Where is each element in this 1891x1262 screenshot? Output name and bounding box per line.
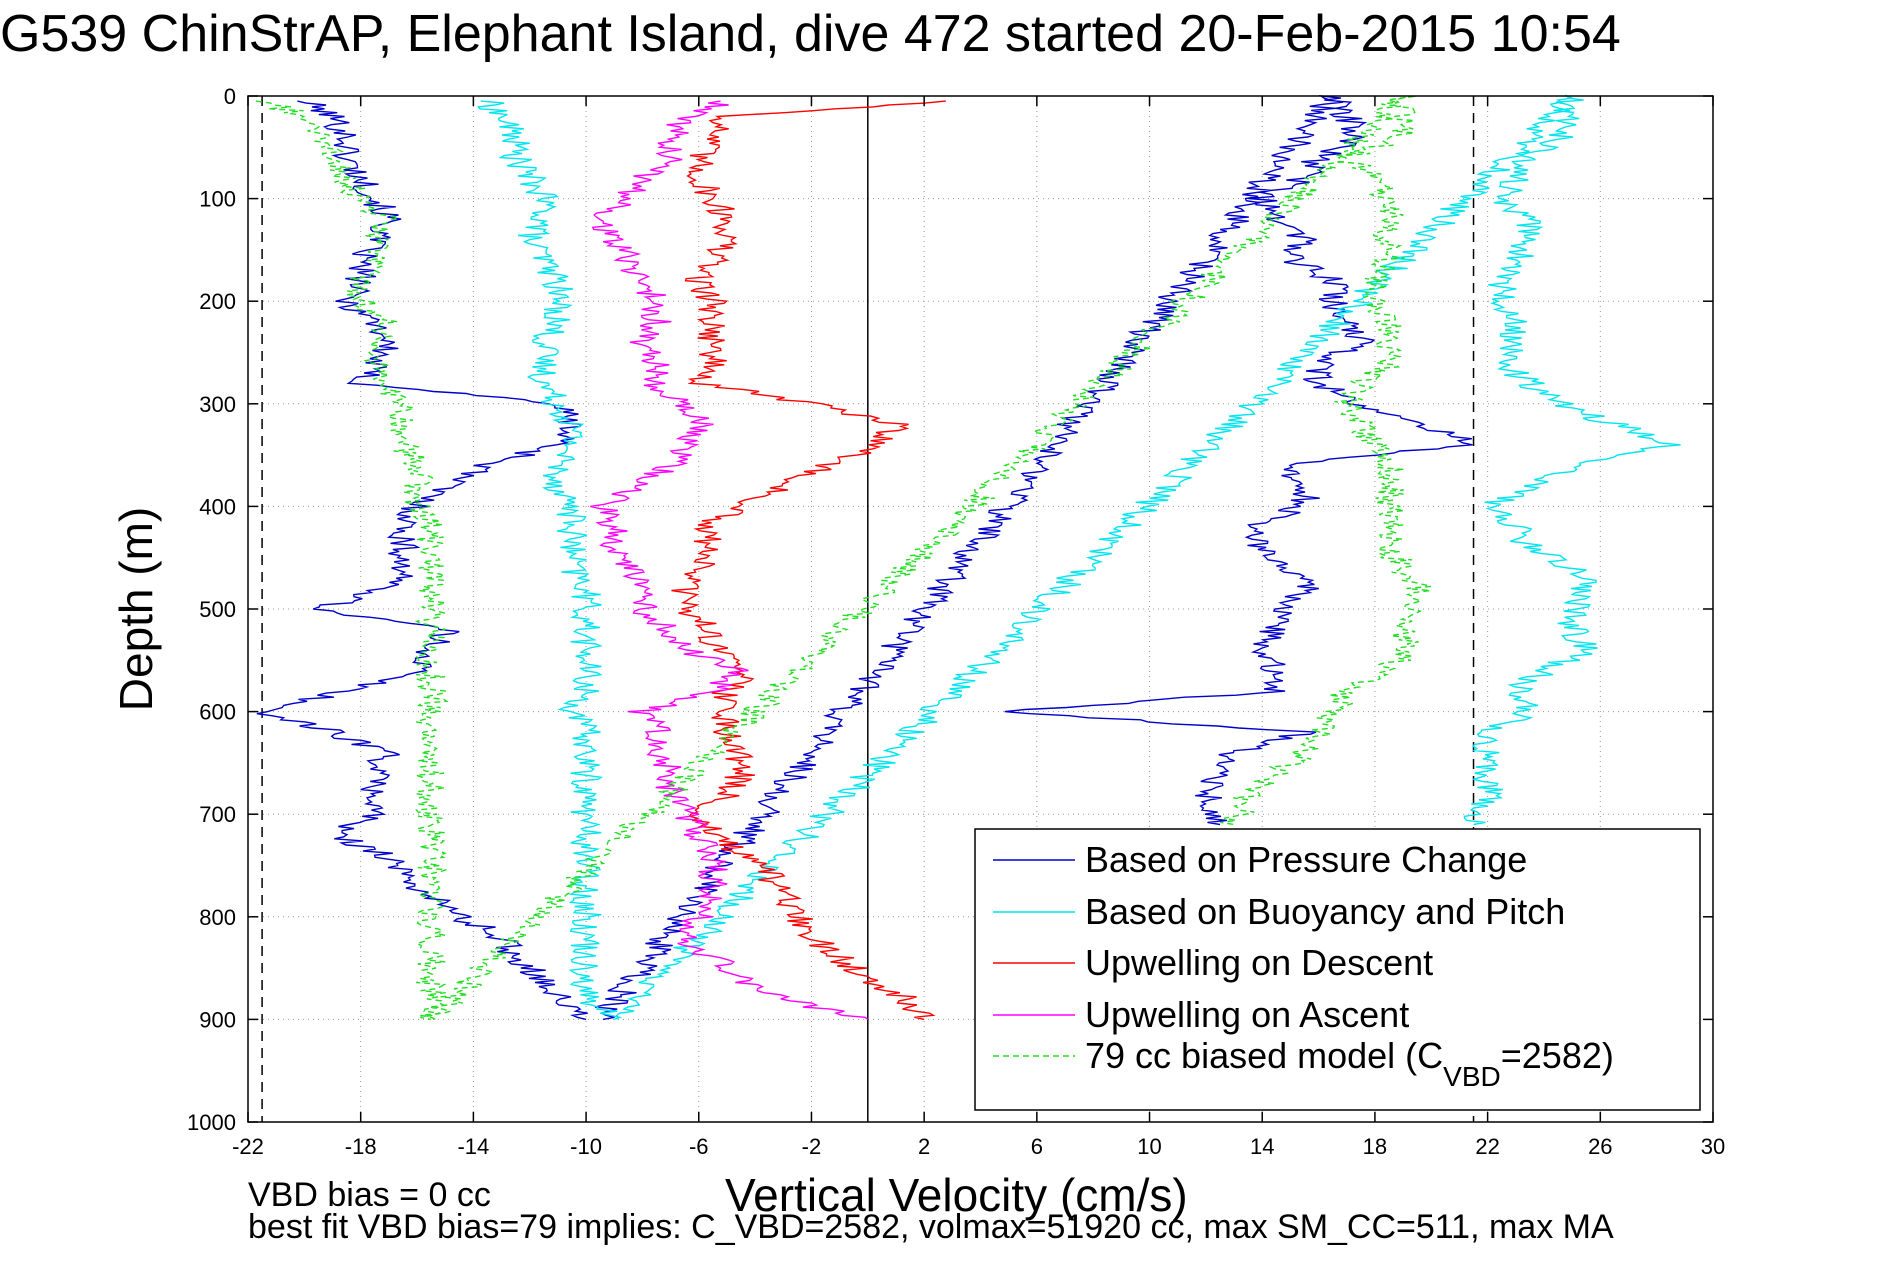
series-line-2 — [477, 100, 623, 1021]
footnote-best-fit: best fit VBD bias=79 implies: C_VBD=2582… — [248, 1208, 1614, 1246]
y-tick-label: 1000 — [187, 1110, 236, 1135]
x-tick-label: 18 — [1363, 1134, 1387, 1159]
x-tick-label: 26 — [1588, 1134, 1612, 1159]
y-tick-label: 200 — [199, 289, 236, 314]
x-tick-labels: -22 -18 -14 -10 -6 -2 2 6 10 14 18 22 26 30 — [232, 1134, 1725, 1159]
x-tick-label: -18 — [345, 1134, 377, 1159]
series-line-2-ascent — [615, 94, 1681, 1020]
y-tick-labels: 0 100 200 300 400 500 600 700 800 900 1000 — [187, 84, 236, 1135]
legend-label-5: 79 cc biased model (CVBD=2582) — [1085, 1035, 1614, 1092]
x-tick-label: 2 — [918, 1134, 930, 1159]
footnote-vbd-bias: VBD bias = 0 cc — [248, 1176, 491, 1214]
legend-label-4: Upwelling on Ascent — [1085, 994, 1409, 1035]
x-tick-label: -22 — [232, 1134, 264, 1159]
chart-title: G539 ChinStrAP, Elephant Island, dive 47… — [0, 5, 1621, 63]
y-tick-label: 900 — [199, 1007, 236, 1032]
x-tick-label: -6 — [689, 1134, 709, 1159]
legend-label-1: Based on Pressure Change — [1085, 839, 1527, 880]
legend-label-2: Based on Buoyancy and Pitch — [1085, 891, 1565, 932]
y-tick-label: 400 — [199, 494, 236, 519]
series-line-1-ascent — [594, 95, 1473, 1021]
y-tick-label: 100 — [199, 187, 236, 212]
legend: Based on Pressure Change Based on Buoyanc… — [974, 828, 1701, 1111]
y-tick-label: 0 — [224, 84, 236, 109]
x-tick-label: -10 — [570, 1134, 602, 1159]
x-axis-label: Vertical Velocity (cm/s) — [725, 1169, 1188, 1221]
x-tick-label: 30 — [1701, 1134, 1725, 1159]
tick-marks — [247, 95, 1714, 1123]
x-tick-label: 14 — [1250, 1134, 1274, 1159]
series-lines — [255, 94, 1681, 1021]
y-tick-label: 700 — [199, 802, 236, 827]
y-axis-label: Depth (m) — [110, 507, 162, 711]
series-line-3 — [671, 100, 946, 1021]
x-tick-label: -14 — [457, 1134, 489, 1159]
x-tick-label: 6 — [1031, 1134, 1043, 1159]
x-tick-label: 22 — [1475, 1134, 1499, 1159]
x-tick-label: 10 — [1137, 1134, 1161, 1159]
y-tick-label: 600 — [199, 700, 236, 725]
x-tick-label: -2 — [802, 1134, 822, 1159]
legend-box — [974, 828, 1701, 1111]
y-tick-label: 800 — [199, 905, 236, 930]
series-line-5 — [255, 100, 449, 1021]
series-line-4 — [590, 100, 869, 1020]
series-line-1 — [256, 100, 588, 1021]
y-tick-label: 300 — [199, 392, 236, 417]
legend-label-3: Upwelling on Descent — [1085, 942, 1433, 983]
y-tick-label: 500 — [199, 597, 236, 622]
